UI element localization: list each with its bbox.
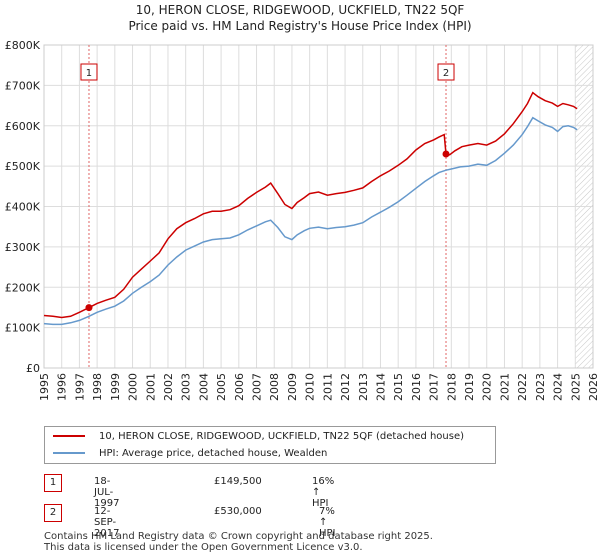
transaction-hpi: 16% ↑ HPI [312,476,335,509]
y-tick-label: £200K [5,281,41,294]
x-tick-label: 2010 [304,373,317,401]
sale-marker-label: 2 [443,68,449,79]
x-tick-label: 2017 [428,373,441,401]
x-tick-label: 2003 [180,373,193,401]
x-tick-label: 2014 [374,373,387,401]
footer: Contains HM Land Registry data © Crown c… [44,531,433,553]
x-tick-label: 2025 [569,373,582,401]
x-tick-label: 1998 [91,373,104,401]
transaction-date: 12-SEP-2017 [94,506,120,539]
x-tick-label: 2018 [445,373,458,401]
y-tick-label: £0 [26,362,40,375]
legend-swatch-property [53,435,85,437]
y-tick-label: £800K [5,39,41,52]
x-tick-label: 2021 [498,373,511,401]
x-tick-label: 2001 [144,373,157,401]
legend-label-property: 10, HERON CLOSE, RIDGEWOOD, UCKFIELD, TN… [99,430,465,442]
footer-copyright: Contains HM Land Registry data © Crown c… [44,531,433,542]
transaction-price: £530,000 [214,506,262,517]
x-tick-label: 1995 [38,373,51,401]
chart-subtitle: Price paid vs. HM Land Registry's House … [128,19,472,33]
y-tick-label: £100K [5,322,41,335]
legend: 10, HERON CLOSE, RIDGEWOOD, UCKFIELD, TN… [44,426,496,464]
price-chart: £0 £100K £200K £300K £400K £500K £600K £700K £80… [5,39,600,401]
x-tick-label: 2012 [339,373,352,401]
sale-marker-label: 1 [86,68,92,79]
plot-border [43,44,594,369]
x-tick-label: 2022 [516,373,529,401]
transaction-price: £149,500 [214,476,262,487]
x-tick-label: 2015 [392,373,405,401]
x-tick-label: 2006 [233,373,246,401]
y-tick-label: £300K [5,241,41,254]
x-tick-label: 2008 [268,373,281,401]
legend-item-hpi: HPI: Average price, detached house, Weal… [53,445,327,461]
transaction-date: 18-JUL-1997 [94,476,120,509]
x-tick-label: 2013 [357,373,370,401]
x-tick-label: 2004 [197,373,210,401]
x-tick-label: 2023 [534,373,547,401]
y-tick-label: £400K [5,201,41,214]
y-tick-label: £600K [5,120,41,133]
transaction-marker-badge: 1 [44,474,62,492]
transaction-marker-badge: 2 [44,504,62,522]
legend-swatch-hpi [53,452,85,454]
sale-marker-box [437,63,455,81]
x-tick-label: 2002 [162,373,175,401]
y-tick-label: £700K [5,79,41,92]
sale-point [85,304,93,312]
footer-licence: This data is licensed under the Open Gov… [44,542,363,553]
legend-label-hpi: HPI: Average price, detached house, Weal… [99,447,328,459]
x-tick-label: 1999 [109,373,122,401]
x-tick-label: 2011 [321,373,334,401]
property-series-line [43,91,578,319]
x-tick-label: 2020 [481,373,494,401]
x-tick-label: 2000 [127,373,140,401]
x-tick-label: 2009 [286,373,299,401]
x-tick-label: 2005 [215,373,228,401]
x-tick-label: 2026 [587,373,600,401]
y-tick-label: £500K [5,160,41,173]
transaction-hpi: 7% ↑ HPI [319,506,336,539]
legend-item-property: 10, HERON CLOSE, RIDGEWOOD, UCKFIELD, TN… [53,428,464,444]
x-tick-label: 1996 [56,373,69,401]
chart-title: 10, HERON CLOSE, RIDGEWOOD, UCKFIELD, TN… [135,3,465,17]
x-tick-label: 2016 [410,373,423,401]
sale-point [442,150,450,158]
x-tick-label: 2019 [463,373,476,401]
x-tick-label: 1997 [73,373,86,401]
x-tick-label: 2024 [552,373,565,401]
x-tick-label: 2007 [251,373,264,401]
hpi-series-line [43,116,578,326]
sale-marker-box [80,63,98,81]
